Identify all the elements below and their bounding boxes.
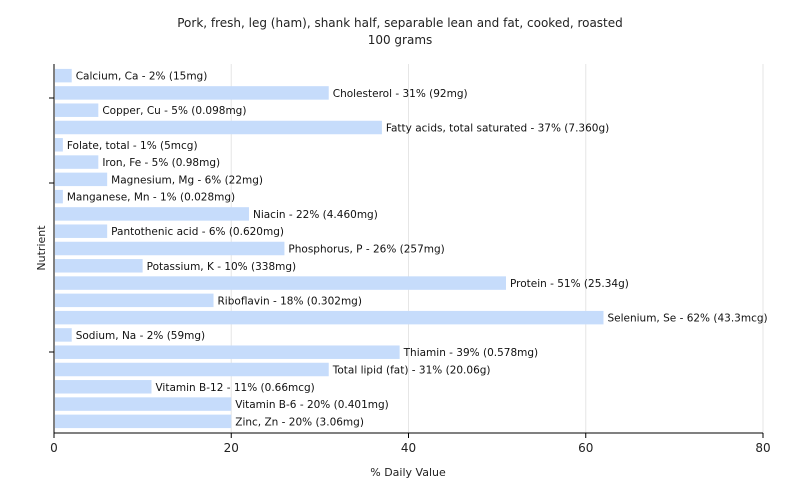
bar-label: Protein - 51% (25.34g)	[510, 278, 629, 290]
bar	[55, 259, 143, 273]
bar-label: Riboflavin - 18% (0.302mg)	[218, 295, 362, 307]
bar-label: Vitamin B-6 - 20% (0.401mg)	[235, 399, 389, 411]
bars: Calcium, Ca - 2% (15mg) Cholesterol - 31%…	[55, 68, 768, 429]
bar	[55, 380, 152, 394]
bar-label: Folate, total - 1% (5mcg)	[67, 140, 198, 152]
bar-label: Pantothenic acid - 6% (0.620mg)	[111, 226, 284, 238]
bar	[55, 68, 72, 83]
x-tick-label: 40	[401, 441, 416, 455]
bar	[55, 103, 99, 117]
bar-label: Selenium, Se - 62% (43.3mcg)	[607, 313, 767, 325]
bar	[55, 276, 506, 290]
x-axis-title: % Daily Value	[370, 466, 446, 479]
y-axis-title: Nutrient	[35, 225, 48, 271]
bar-label: Copper, Cu - 5% (0.098mg)	[102, 105, 246, 117]
bar	[55, 172, 108, 187]
chart-subtitle: 100 grams	[368, 33, 433, 47]
bar-label: Magnesium, Mg - 6% (22mg)	[111, 174, 263, 186]
bar	[55, 155, 99, 169]
bar	[55, 207, 249, 221]
bar-label: Total lipid (fat) - 31% (20.06g)	[332, 365, 491, 377]
chart-title: Pork, fresh, leg (ham), shank half, sepa…	[177, 16, 623, 30]
bar	[55, 138, 63, 152]
bar-label: Thiamin - 39% (0.578mg)	[403, 347, 539, 359]
bar-label: Cholesterol - 31% (92mg)	[333, 88, 468, 100]
bar-label: Potassium, K - 10% (338mg)	[147, 261, 297, 273]
bar-label: Zinc, Zn - 20% (3.06mg)	[235, 416, 364, 428]
bar	[55, 310, 604, 325]
bar-label: Vitamin B-12 - 11% (0.66mcg)	[155, 382, 314, 394]
x-tick-label: 20	[224, 441, 239, 455]
bar-label: Calcium, Ca - 2% (15mg)	[76, 71, 208, 83]
bar	[55, 189, 63, 204]
axes: 0 20 40 60 80	[49, 64, 771, 455]
bar-label: Niacin - 22% (4.460mg)	[253, 209, 378, 221]
bar	[55, 86, 329, 100]
x-tick-label: 80	[755, 441, 770, 455]
bar-label: Fatty acids, total saturated - 37% (7.36…	[386, 123, 609, 135]
bar-label: Sodium, Na - 2% (59mg)	[76, 330, 205, 342]
bar	[55, 397, 232, 411]
bar	[55, 414, 232, 429]
bar	[55, 120, 382, 135]
x-tick-label: 0	[50, 441, 58, 455]
bar	[55, 224, 108, 238]
bar	[55, 293, 214, 308]
bar	[55, 241, 285, 256]
bar	[55, 362, 329, 377]
bar-label: Phosphorus, P - 26% (257mg)	[288, 244, 444, 256]
bar	[55, 328, 72, 342]
x-tick-label: 60	[578, 441, 593, 455]
bar	[55, 345, 400, 359]
bar-label: Iron, Fe - 5% (0.98mg)	[102, 157, 220, 169]
bar-label: Manganese, Mn - 1% (0.028mg)	[67, 192, 235, 204]
